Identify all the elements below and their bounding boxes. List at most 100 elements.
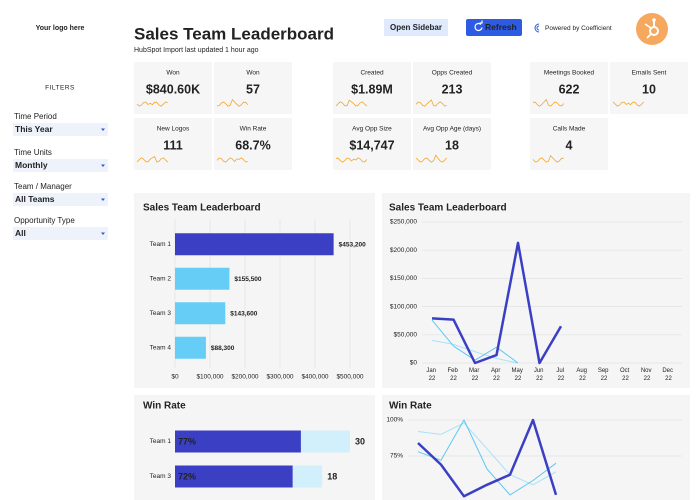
open-sidebar-button[interactable]: Open Sidebar (384, 19, 448, 36)
y-tick-label: $200,000 (390, 247, 417, 254)
bar (175, 233, 334, 256)
kpi-value: 213 (442, 82, 463, 96)
bar (300, 430, 350, 453)
kpi-card (413, 118, 491, 170)
filter-label: Opportunity Type (14, 216, 75, 225)
x-tick-label: Jan 22 (426, 368, 437, 382)
x-tick-label: $300,000 (266, 374, 293, 381)
kpi-label: Won (166, 70, 180, 77)
category-label: Team 2 (150, 275, 172, 282)
coefficient-icon (534, 23, 540, 33)
y-tick-label: $250,000 (390, 219, 417, 226)
bar (175, 267, 230, 290)
kpi-sparkline (335, 99, 368, 107)
bar-value-label: 18 (327, 471, 337, 481)
bar-value-label: 72% (178, 471, 196, 481)
x-tick-label: $500,000 (336, 374, 363, 381)
category-label: Team 1 (150, 438, 172, 445)
kpi-value: 4 (566, 138, 573, 152)
kpi-label: Meetings Booked (544, 70, 595, 77)
bar-value-label: 77% (178, 436, 196, 446)
kpi-card (134, 118, 212, 170)
kpi-value: $14,747 (349, 138, 394, 152)
kpi-sparkline (216, 157, 248, 163)
x-tick-label: Sep 22 (598, 368, 610, 382)
kpi-card (333, 118, 411, 170)
kpi-label: Opps Created (432, 70, 473, 77)
x-tick-label: May 22 (511, 368, 524, 382)
category-label: Team 3 (150, 310, 172, 317)
chart-title: Win Rate (143, 401, 186, 412)
line-series (431, 339, 519, 364)
dropdown-arrow (101, 232, 105, 235)
chart-title: Sales Team Leaderboard (389, 203, 507, 214)
category-label: Team 1 (150, 241, 172, 248)
filter-dropdown[interactable]: All Teams (13, 193, 108, 206)
bar-value-label: $143,600 (230, 310, 257, 317)
kpi-label: New Logos (157, 126, 190, 133)
filter-dropdown[interactable]: All (13, 227, 108, 240)
kpi-sparkline (415, 154, 448, 163)
line-series (417, 418, 558, 498)
kpi-value: $1.89M (351, 82, 393, 96)
bar (175, 302, 226, 325)
x-tick-label: Dec 22 (662, 368, 674, 382)
kpi-value: 57 (246, 82, 260, 96)
x-tick-label: $100,000 (196, 374, 223, 381)
y-tick-label: $0 (410, 360, 418, 367)
logo: Your logo here (36, 25, 85, 32)
x-tick-label: $200,000 (231, 374, 258, 381)
dropdown-box (13, 193, 108, 206)
kpi-card (333, 62, 411, 114)
bar (175, 336, 206, 359)
kpi-sparkline (216, 98, 249, 107)
filters-title: FILTERS (45, 85, 75, 92)
bar (175, 430, 301, 453)
dropdown-box (13, 159, 108, 172)
filter-label: Time Period (14, 112, 57, 121)
kpi-value: $840.60K (146, 82, 200, 96)
chart-title: Win Rate (389, 401, 432, 412)
category-label: Team 4 (150, 344, 172, 351)
line-series (417, 422, 557, 486)
kpi-label: Calls Made (553, 126, 586, 133)
chart-panel (382, 395, 690, 500)
bar (292, 465, 323, 488)
filter-dropdown[interactable]: Monthly (13, 159, 108, 172)
kpi-value: 68.7% (235, 138, 270, 152)
refresh-arrow (479, 20, 483, 24)
button-bg (384, 19, 448, 36)
kpi-value: 622 (559, 82, 580, 96)
kpi-value: 10 (642, 82, 656, 96)
bar-value-label: $88,300 (211, 345, 235, 352)
x-tick-label: Jun 22 (534, 368, 545, 382)
kpi-label: Created (360, 70, 384, 77)
filter-label: Time Units (14, 148, 52, 157)
page-title: Sales Team Leaderboard (134, 24, 334, 43)
chart-title: Sales Team Leaderboard (143, 203, 261, 214)
x-tick-label: Apr 22 (491, 368, 502, 382)
y-tick-label: 100% (386, 417, 403, 424)
page-subtitle: HubSpot Import last updated 1 hour ago (134, 47, 259, 54)
filter-value: All (15, 228, 26, 238)
refresh-button[interactable]: Refresh (466, 19, 522, 36)
kpi-value: 111 (163, 138, 183, 152)
filter-dropdown[interactable]: This Year (13, 123, 108, 136)
x-tick-label: Aug 22 (576, 368, 588, 382)
category-label: Team 3 (150, 473, 172, 480)
x-tick-label: Jul 22 (556, 368, 565, 382)
x-tick-label: Feb 22 (447, 368, 459, 382)
kpi-sparkline (532, 154, 564, 163)
dropdown-box (13, 123, 108, 136)
x-tick-label: $400,000 (301, 374, 328, 381)
bar (175, 465, 293, 488)
bar-value-label: $453,200 (339, 241, 366, 248)
y-tick-label: $100,000 (390, 303, 417, 310)
dropdown-arrow (101, 128, 105, 131)
powered-by-label: Powered by Coefficient (545, 25, 612, 32)
kpi-sparkline (612, 101, 645, 107)
powered-by[interactable]: Powered by Coefficient (534, 23, 612, 33)
filter-value: Monthly (15, 160, 48, 170)
chart-panel (134, 193, 375, 388)
